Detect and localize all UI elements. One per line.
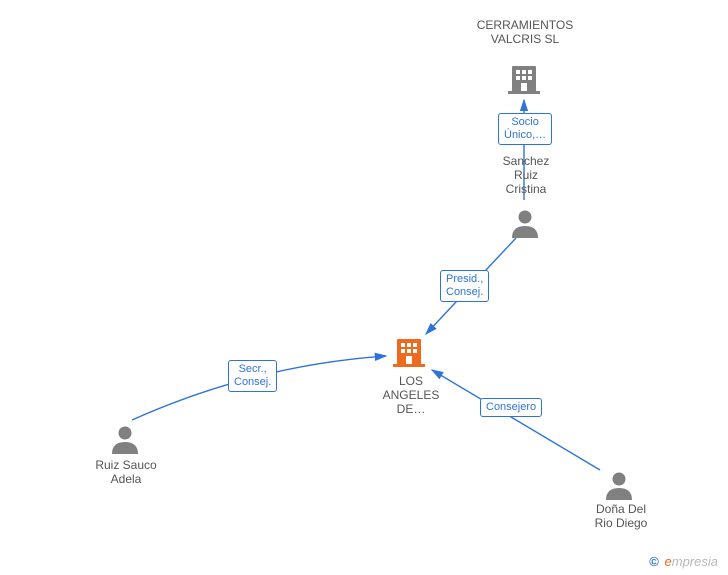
edge-diego-to-center xyxy=(432,370,600,470)
node-label-adela: Ruiz Sauco Adela xyxy=(78,458,174,486)
diagram-canvas: CERRAMIENTOS VALCRIS SL Sanchez Ruiz Cri… xyxy=(0,0,728,575)
node-label-diego: Doña Del Rio Diego xyxy=(576,502,666,530)
edge-label-socio-unico: Socio Único,… xyxy=(498,113,552,145)
node-label-center: LOS ANGELES DE… xyxy=(376,374,446,416)
node-label-company-top: CERRAMIENTOS VALCRIS SL xyxy=(470,18,580,46)
copyright-symbol: © xyxy=(649,554,659,569)
person-icon xyxy=(112,427,138,455)
svg-layer xyxy=(0,0,728,575)
edge-label-secr-consej: Secr., Consej. xyxy=(228,360,277,392)
watermark: © empresia xyxy=(649,554,718,569)
person-icon xyxy=(606,473,632,501)
node-label-cristina: Sanchez Ruiz Cristina xyxy=(488,154,564,196)
building-icon xyxy=(508,66,540,94)
brand-name: empresia xyxy=(665,554,718,569)
building-icon xyxy=(393,339,425,367)
edge-label-consejero: Consejero xyxy=(480,398,542,417)
person-icon xyxy=(512,211,538,239)
edge-label-presid-consej: Presid., Consej. xyxy=(440,270,489,302)
